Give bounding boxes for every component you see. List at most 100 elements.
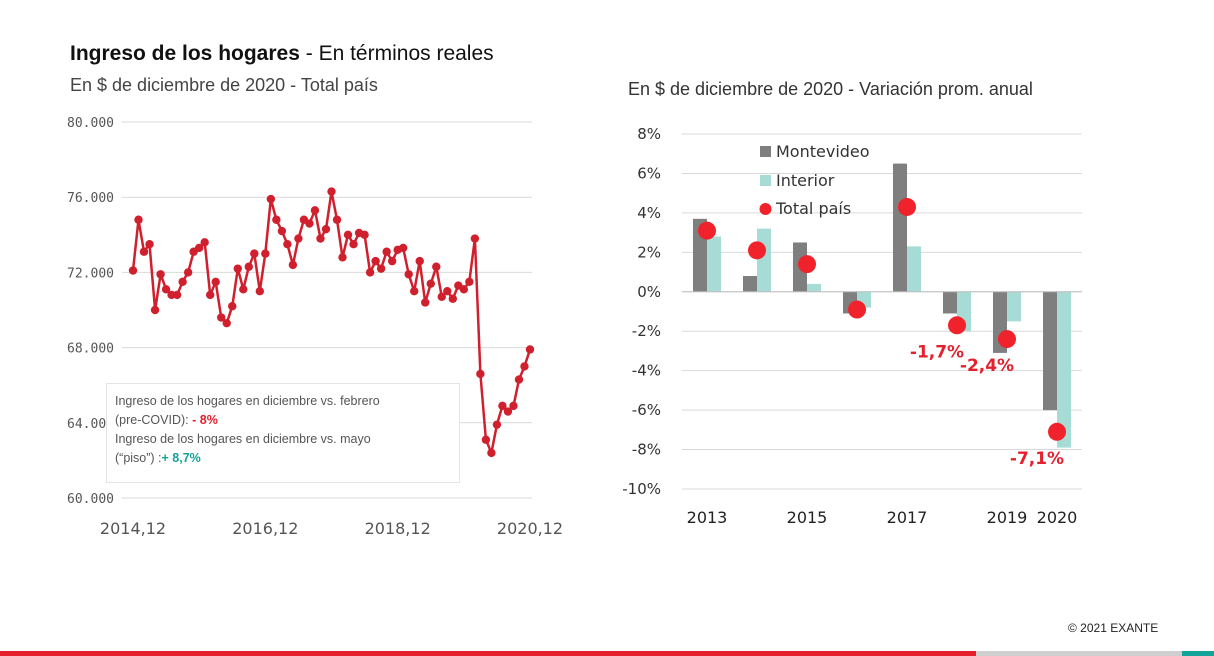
right-x-tick-label: 2013 — [687, 508, 728, 527]
left-data-point — [498, 401, 507, 411]
left-data-point — [283, 240, 292, 249]
left-data-point — [161, 285, 171, 294]
left-data-point — [145, 240, 154, 249]
left-data-point — [321, 224, 331, 234]
left-data-point — [421, 298, 430, 307]
left-data-point — [222, 318, 231, 328]
left-data-point — [288, 260, 298, 270]
left-data-point — [398, 243, 408, 253]
left-data-point — [459, 285, 469, 294]
left-data-point — [200, 238, 209, 247]
right-bar-chart: -10% -8% -6% -4% -2% 0% 2% 4% 6% 8% 2013 2015 2017 20… — [622, 125, 1082, 527]
left-data-point — [476, 369, 485, 379]
left-line-chart: 60.000 64.000 68.000 72.000 76.000 80.000 2014… — [67, 116, 563, 538]
left-data-point — [205, 290, 215, 300]
bar-interior — [907, 246, 921, 292]
right-x-tick-label: 2017 — [887, 508, 928, 527]
marker-total-pais — [898, 197, 916, 216]
left-data-point — [404, 270, 413, 279]
left-data-point — [410, 287, 419, 296]
note-line-1: Ingreso de los hogares en diciembre vs. … — [115, 394, 380, 408]
left-data-point — [470, 234, 480, 243]
right-x-tick-label: 2015 — [787, 508, 828, 527]
note-line-4-prefix: (“piso”) : — [115, 451, 162, 465]
left-data-point — [443, 287, 452, 296]
legend-label-total: Total país — [775, 199, 851, 218]
left-data-point — [503, 407, 513, 416]
legend-label-interior: Interior — [776, 171, 835, 190]
right-y-tick-label: -4% — [632, 362, 661, 380]
left-chart-title-rest: - En términos reales — [305, 42, 494, 65]
left-data-point — [426, 279, 435, 288]
marker-total-pais — [698, 221, 716, 240]
footer-bar-teal — [1182, 651, 1214, 656]
left-data-point — [211, 277, 220, 286]
annotation-label: -2,4% — [960, 356, 1014, 376]
left-y-tick-label: 76.000 — [67, 191, 114, 206]
right-chart-subtitle: En $ de diciembre de 2020 - Variación pr… — [628, 79, 1033, 99]
left-data-point — [233, 264, 242, 273]
left-y-tick-label: 80.000 — [67, 116, 114, 131]
note-line-2: (pre-COVID): - 8% — [115, 411, 453, 430]
bar-interior — [807, 283, 821, 292]
left-data-point — [217, 313, 226, 322]
left-data-point — [178, 277, 187, 286]
left-y-tick-label: 68.000 — [67, 342, 114, 357]
bar-montevideo — [1043, 291, 1057, 411]
left-data-point — [360, 230, 369, 239]
left-chart-title: Ingreso de los hogares - En términos rea… — [70, 42, 494, 66]
left-data-point — [261, 249, 270, 258]
left-data-point — [244, 262, 253, 271]
copyright-text: © 2021 EXANTE — [1068, 621, 1159, 635]
left-data-point — [172, 290, 182, 300]
left-data-point — [437, 292, 446, 302]
left-data-point — [134, 215, 143, 224]
left-data-point — [514, 375, 524, 384]
left-x-tick-label: 2020,12 — [497, 519, 563, 538]
left-data-point — [250, 249, 259, 258]
left-data-point — [382, 247, 391, 256]
left-data-point — [183, 268, 193, 277]
left-data-point — [316, 234, 325, 243]
left-data-point — [448, 294, 458, 303]
left-y-tick-label: 72.000 — [67, 266, 114, 281]
legend-swatch-total — [759, 203, 772, 215]
right-y-tick-label: 8% — [637, 125, 661, 143]
left-data-point — [277, 226, 287, 236]
left-chart-title-bold: Ingreso de los hogares — [70, 42, 300, 65]
annotation-label: -1,7% — [910, 342, 964, 362]
note-box: Ingreso de los hogares en diciembre vs. … — [106, 383, 460, 483]
note-line-4: (“piso”) :+ 8,7% — [115, 449, 453, 468]
left-data-point — [266, 194, 276, 204]
marker-total-pais — [998, 330, 1016, 349]
marker-total-pais — [748, 241, 766, 260]
right-y-tick-label: 0% — [637, 283, 661, 301]
left-data-point — [520, 362, 529, 371]
left-data-point — [343, 230, 353, 239]
left-data-point — [509, 401, 518, 411]
note-line-2-prefix: (pre-COVID): — [115, 413, 189, 427]
marker-total-pais — [948, 316, 966, 335]
left-data-point — [194, 243, 204, 253]
left-data-point — [332, 215, 342, 224]
left-data-point — [465, 277, 474, 286]
note-line-3: Ingreso de los hogares en diciembre vs. … — [115, 432, 371, 446]
left-data-point — [481, 435, 491, 444]
right-y-tick-label: -10% — [622, 480, 661, 498]
right-y-tick-label: -8% — [632, 441, 661, 459]
left-data-point — [487, 448, 496, 458]
legend-label-montevideo: Montevideo — [776, 142, 870, 161]
left-data-point — [349, 240, 358, 249]
bar-interior — [1007, 291, 1021, 322]
bar-montevideo — [743, 276, 757, 292]
bar-interior — [757, 228, 771, 292]
footer-bar-grey — [976, 651, 1182, 656]
left-data-point — [525, 345, 535, 354]
left-data-point — [492, 420, 502, 429]
legend-swatch-montevideo — [760, 146, 771, 157]
left-data-point — [327, 187, 336, 196]
left-data-point — [272, 215, 281, 224]
left-data-point — [415, 256, 424, 266]
right-x-tick-label: 2019 — [987, 508, 1028, 527]
left-data-point — [305, 219, 314, 228]
